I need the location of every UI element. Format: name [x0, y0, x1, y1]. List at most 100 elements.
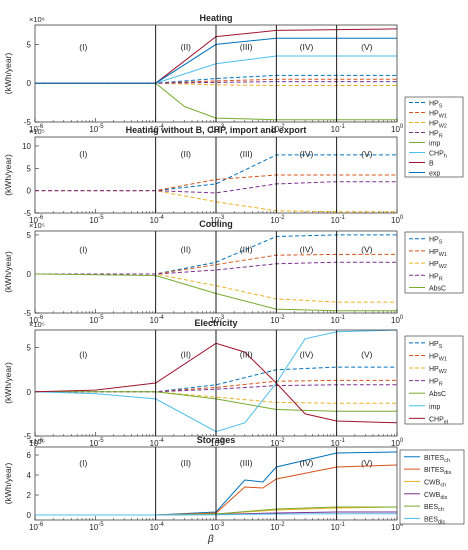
series-line-hp-r — [35, 261, 397, 275]
y-exponent-label: ×10⁵ — [29, 221, 45, 230]
y-tick-label: 0 — [27, 511, 32, 520]
x-tick-label: 10-3 — [210, 124, 225, 134]
legend-label: HPW1 — [429, 111, 447, 120]
legend-box — [404, 96, 464, 178]
legend-label: HPW1 — [429, 249, 447, 258]
x-tick-label: 10-2 — [270, 522, 285, 532]
x-tick-label: 10-6 — [29, 438, 44, 448]
region-label: (III) — [240, 149, 253, 159]
y-tick-label: -5 — [24, 432, 32, 441]
legend-label: HPR — [429, 273, 443, 282]
y-axis-label: (kWh/year) — [3, 251, 13, 293]
region-label: (II) — [181, 42, 192, 52]
legend-label: B — [429, 161, 434, 168]
series-line-absc — [35, 391, 397, 412]
region-label: (I) — [79, 149, 87, 159]
panel-4: 10-6 10-5 10-4 10-3 10-2 10-1 100 -5 0 5 ×10⁵ (kWh/… — [3, 318, 404, 448]
legend-label: HPR — [429, 131, 443, 140]
x-tick-label: 10-2 — [270, 124, 285, 134]
region-label: (I) — [79, 458, 87, 468]
x-tick-label: 10-4 — [150, 124, 165, 134]
plot-frame — [34, 136, 398, 214]
y-tick-label: 5 — [27, 344, 32, 353]
x-tick-label: 10-3 — [210, 315, 225, 325]
x-tick-label: 10-4 — [150, 315, 165, 325]
x-tick-label: 10-2 — [270, 438, 285, 448]
series-line-imp — [34, 329, 398, 433]
region-label: (IV) — [300, 244, 314, 254]
legend-label: HPR — [429, 379, 443, 388]
x-tick-label: 10-5 — [89, 522, 104, 532]
y-tick-label: 2 — [27, 491, 32, 500]
y-tick-label: 0 — [27, 79, 32, 88]
region-label: (III) — [240, 42, 253, 52]
region-label: (V) — [361, 42, 373, 52]
x-tick-label: 100 — [391, 522, 404, 532]
y-tick-label: -5 — [24, 209, 32, 218]
legend-label: HPW2 — [429, 366, 447, 375]
y-tick-label: 5 — [27, 40, 32, 49]
legend-label: CHPel — [429, 416, 448, 425]
x-tick-label: 10-1 — [331, 522, 346, 532]
y-tick-label: 4 — [27, 471, 32, 480]
x-tick-label: 10-5 — [89, 215, 104, 225]
y-tick-label: 0 — [27, 388, 32, 397]
chart-title: Heating — [199, 13, 232, 23]
y-tick-label: 0 — [27, 270, 32, 279]
x-tick-label: 10-2 — [270, 215, 285, 225]
y-tick-label: 5 — [27, 164, 32, 173]
chart-title: Storages — [197, 435, 236, 445]
legend-label: BESch — [424, 504, 444, 513]
x-tick-label: 10-6 — [29, 215, 44, 225]
region-label: (II) — [181, 458, 192, 468]
region-label: (I) — [79, 350, 87, 360]
legend-box — [399, 449, 465, 525]
y-tick-label: 5 — [27, 231, 32, 240]
series-line-bes-dis — [35, 513, 397, 516]
region-label: (V) — [361, 149, 373, 159]
region-label: (III) — [240, 244, 253, 254]
y-axis-label: (kWh/year) — [3, 463, 13, 505]
region-label: (IV) — [300, 350, 314, 360]
region-label: (II) — [181, 244, 192, 254]
x-tick-label: 10-4 — [150, 522, 165, 532]
chart-title: Electricity — [194, 318, 237, 328]
x-tick-label: 100 — [391, 124, 404, 134]
x-tick-label: 10-6 — [29, 315, 44, 325]
region-label: (I) — [79, 244, 87, 254]
legend: HPS HPW1 HPW2 HPR AbsC — [404, 231, 464, 294]
x-tick-label: 100 — [391, 438, 404, 448]
x-tick-label: 10-6 — [29, 522, 44, 532]
x-tick-label: 10-3 — [210, 522, 225, 532]
series-line-chp-el — [34, 342, 398, 424]
legend-label: CWBch — [424, 479, 446, 488]
x-tick-label: 10-6 — [29, 124, 44, 134]
y-axis-label: (kWh/year) — [3, 154, 13, 196]
legend-label: HPS — [429, 101, 443, 110]
legend-label: HPW2 — [429, 121, 447, 130]
legend-label: exp — [429, 171, 440, 178]
x-tick-label: 10-1 — [331, 315, 346, 325]
region-label: (V) — [361, 244, 373, 254]
x-tick-label: 10-3 — [210, 438, 225, 448]
x-tick-label: 100 — [391, 215, 404, 225]
x-tick-label: 10-1 — [331, 215, 346, 225]
plot-frame — [34, 329, 398, 437]
legend-box — [404, 335, 464, 425]
chart-title: Heating without B, CHP, import and expor… — [126, 125, 307, 135]
x-axis-label: β — [208, 534, 214, 545]
panel-2: 10-6 10-5 10-4 10-3 10-2 10-1 100 -5 0 5 10 ×10⁵ (kW… — [3, 125, 404, 225]
legend-label: imp — [429, 141, 440, 148]
legend-label: imp — [429, 404, 440, 411]
x-tick-label: 10-4 — [150, 215, 165, 225]
plot-frame — [34, 446, 398, 521]
region-label: (I) — [79, 42, 87, 52]
y-axis-label: (kWh/year) — [3, 362, 13, 404]
region-label: (II) — [181, 350, 192, 360]
x-tick-label: 10-5 — [89, 438, 104, 448]
y-axis-label: (kWh/year) — [3, 53, 13, 95]
x-tick-label: 10-5 — [89, 315, 104, 325]
series-line-hp-r — [35, 181, 397, 194]
